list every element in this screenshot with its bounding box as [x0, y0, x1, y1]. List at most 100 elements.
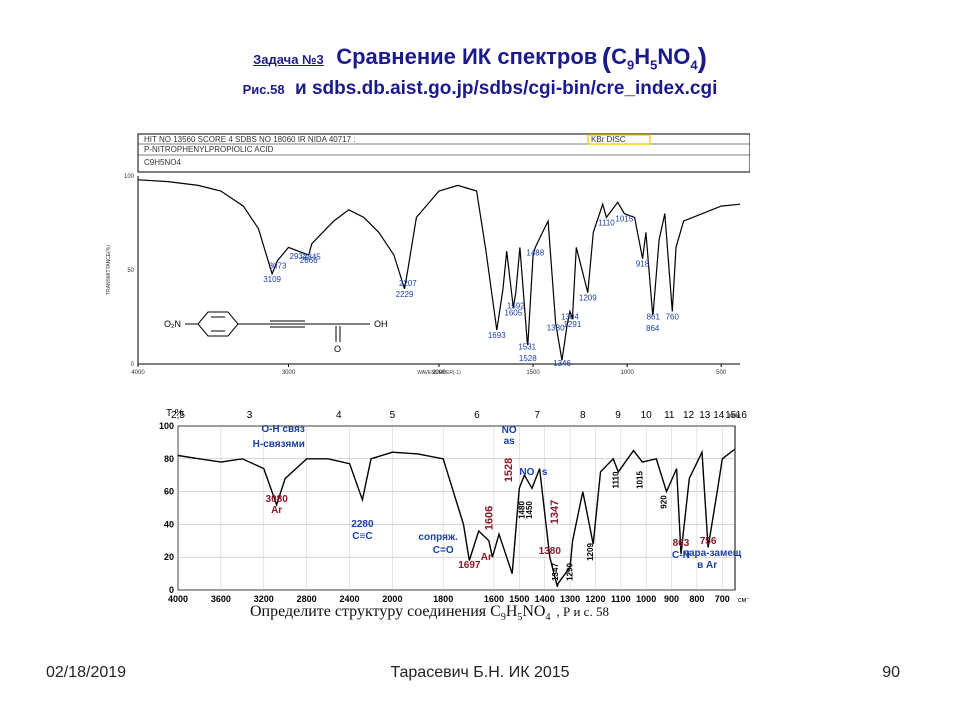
source-url[interactable]: и sdbs.db.aist.go.jp/sdbs/cgi-bin/cre_in…: [295, 78, 718, 99]
textbook-peak-label: 2280: [351, 519, 374, 530]
textbook-x-tick-label: 800: [689, 594, 704, 604]
textbook-top-tick-label: 3: [247, 410, 253, 421]
textbook-y-tick-label: 40: [164, 519, 174, 529]
textbook-peak-label: 1450: [525, 501, 534, 519]
textbook-x-tick-label: 3600: [211, 594, 231, 604]
sdbs-peak-label: 1209: [579, 294, 597, 303]
textbook-peak-label: 756: [700, 536, 717, 547]
textbook-x-tick-label: 700: [715, 594, 730, 604]
textbook-x-unit: см⁻¹: [738, 597, 750, 604]
textbook-x-tick-label: 1000: [636, 594, 656, 604]
sdbs-peak-label: 1528: [519, 354, 537, 363]
textbook-y-label: T %: [166, 408, 184, 419]
sdbs-peak-label: 1531: [518, 342, 536, 351]
textbook-top-tick-label: 11: [664, 410, 675, 421]
textbook-spectrum-line: [177, 448, 736, 587]
sdbs-plot-area: 4000 3000 2000 1500 1000 500100500TRANSMITTAN…: [106, 174, 741, 376]
sdbs-peak-label: 1346: [553, 359, 571, 368]
textbook-top-tick-label: 9: [615, 410, 621, 421]
textbook-annotation: s: [542, 467, 548, 478]
task-caption: Определите структуру соединения C9H5NO4,…: [250, 603, 609, 624]
task-label: Задача №3: [253, 52, 324, 67]
textbook-peak-label: 1606: [483, 506, 495, 530]
structure-oh: OH: [374, 319, 388, 329]
textbook-top-unit: мкм: [729, 413, 740, 419]
footer-date: 02/18/2019: [46, 664, 127, 681]
textbook-x-tick-label: 1500: [509, 594, 529, 604]
textbook-top-tick-label: 5: [390, 410, 396, 421]
textbook-frame: [177, 425, 736, 591]
sdbs-ir-spectrum: HIT NO 13560 SCORE 4 SDBS NO 18060 IR NI…: [106, 133, 750, 376]
textbook-annotation: NO: [502, 425, 517, 436]
textbook-peak-label: 1480: [517, 501, 526, 519]
sdbs-peak-label: 2845: [303, 253, 321, 262]
textbook-y-tick-label: 20: [164, 552, 174, 562]
textbook-annotation: C=O: [433, 545, 454, 556]
fig-label: Рис.58: [242, 82, 285, 97]
textbook-annotation: C≡C: [352, 531, 372, 542]
sdbs-peak-label: 1015: [615, 215, 633, 224]
textbook-x-tick-label: 4000: [168, 594, 188, 604]
textbook-annotation: сопряж.: [418, 532, 458, 543]
textbook-peak-label: 1347: [549, 500, 561, 524]
sdbs-peak-label: 1693: [488, 331, 506, 340]
textbook-x-tick-label: 1400: [535, 594, 555, 604]
sdbs-header-row2: P-NITROPHENYLPROPIOLIC ACID: [144, 145, 274, 154]
sdbs-x-tick-label: 4000: [131, 370, 145, 376]
textbook-x-tick-label: 2800: [297, 594, 317, 604]
sdbs-peak-label: 3073: [269, 262, 287, 271]
sdbs-y-label: TRANSMITTANCE(%): [106, 245, 112, 295]
textbook-top-tick-label: 16: [736, 410, 748, 421]
structure-o: O: [334, 344, 341, 354]
textbook-peak-label: 1209: [586, 543, 595, 561]
sdbs-tag-highlight: [587, 134, 651, 145]
sdbs-peak-label: 760: [666, 312, 680, 321]
sdbs-peak-label: 1488: [526, 248, 544, 257]
textbook-x-tick-label: 1800: [433, 594, 453, 604]
textbook-x-tick-label: 1600: [484, 594, 504, 604]
textbook-annotation: O-H связ: [261, 424, 305, 435]
textbook-top-tick-label: 12: [683, 410, 695, 421]
sdbs-header-box: [137, 133, 750, 173]
sdbs-peak-label: 1304: [561, 312, 579, 321]
textbook-x-tick-label: 1100: [611, 594, 631, 604]
sdbs-peak-label: 1291: [563, 320, 581, 329]
textbook-annotation: NO: [519, 467, 534, 478]
textbook-top-tick-label: 14: [713, 410, 725, 421]
structure-o2n: O₂N: [164, 319, 181, 329]
textbook-y-tick-label: 0: [169, 585, 174, 595]
sdbs-x-label: WAVENUMBER(-1): [417, 370, 461, 376]
textbook-top-tick-label: 8: [580, 410, 586, 421]
textbook-peak-label: 863: [673, 538, 690, 549]
sdbs-peak-label: 1110: [598, 218, 615, 227]
textbook-top-tick-label: 15: [725, 410, 737, 421]
textbook-annotation: Ar: [481, 552, 492, 563]
textbook-top-tick-label: 6: [474, 410, 480, 421]
sdbs-y-tick-label: 100: [124, 174, 135, 180]
textbook-top-tick-label: 7: [535, 410, 541, 421]
sdbs-peak-label: 861: [647, 312, 661, 321]
textbook-x-tick-label: 1300: [560, 594, 580, 604]
textbook-x-tick-label: 900: [664, 594, 679, 604]
textbook-x-tick-label: 3200: [254, 594, 274, 604]
sdbs-x-tick-label: 1500: [526, 370, 540, 376]
textbook-peak-label: 920: [659, 495, 668, 509]
textbook-peak-label: 1380: [539, 546, 562, 557]
textbook-peak-label: 1290: [566, 563, 575, 581]
sdbs-peak-label: 2229: [396, 290, 414, 299]
sdbs-peak-label: 2207: [399, 279, 417, 288]
sdbs-header-row3: C9H5NO4: [144, 158, 181, 167]
sdbs-peak-label: 3109: [263, 275, 281, 284]
textbook-x-tick-label: 2400: [340, 594, 360, 604]
sdbs-y-tick-label: 0: [131, 362, 135, 368]
textbook-annotation: H-связями: [253, 439, 305, 450]
sdbs-peak-label: 2934: [290, 252, 308, 261]
sdbs-peak-label: 864: [646, 324, 660, 333]
textbook-y-tick-label: 100: [159, 421, 174, 431]
molecule-structure: O₂N O OH: [164, 311, 388, 354]
textbook-plot-area: 4000 3600 3200 2800 2400 2000 1800 1600 1500 1400…: [159, 408, 750, 604]
textbook-annotation: as: [504, 436, 516, 447]
sdbs-x-tick-label: 3000: [282, 370, 296, 376]
sdbs-peak-label: 918: [636, 260, 650, 269]
sdbs-peak-label: 2866: [300, 256, 318, 265]
